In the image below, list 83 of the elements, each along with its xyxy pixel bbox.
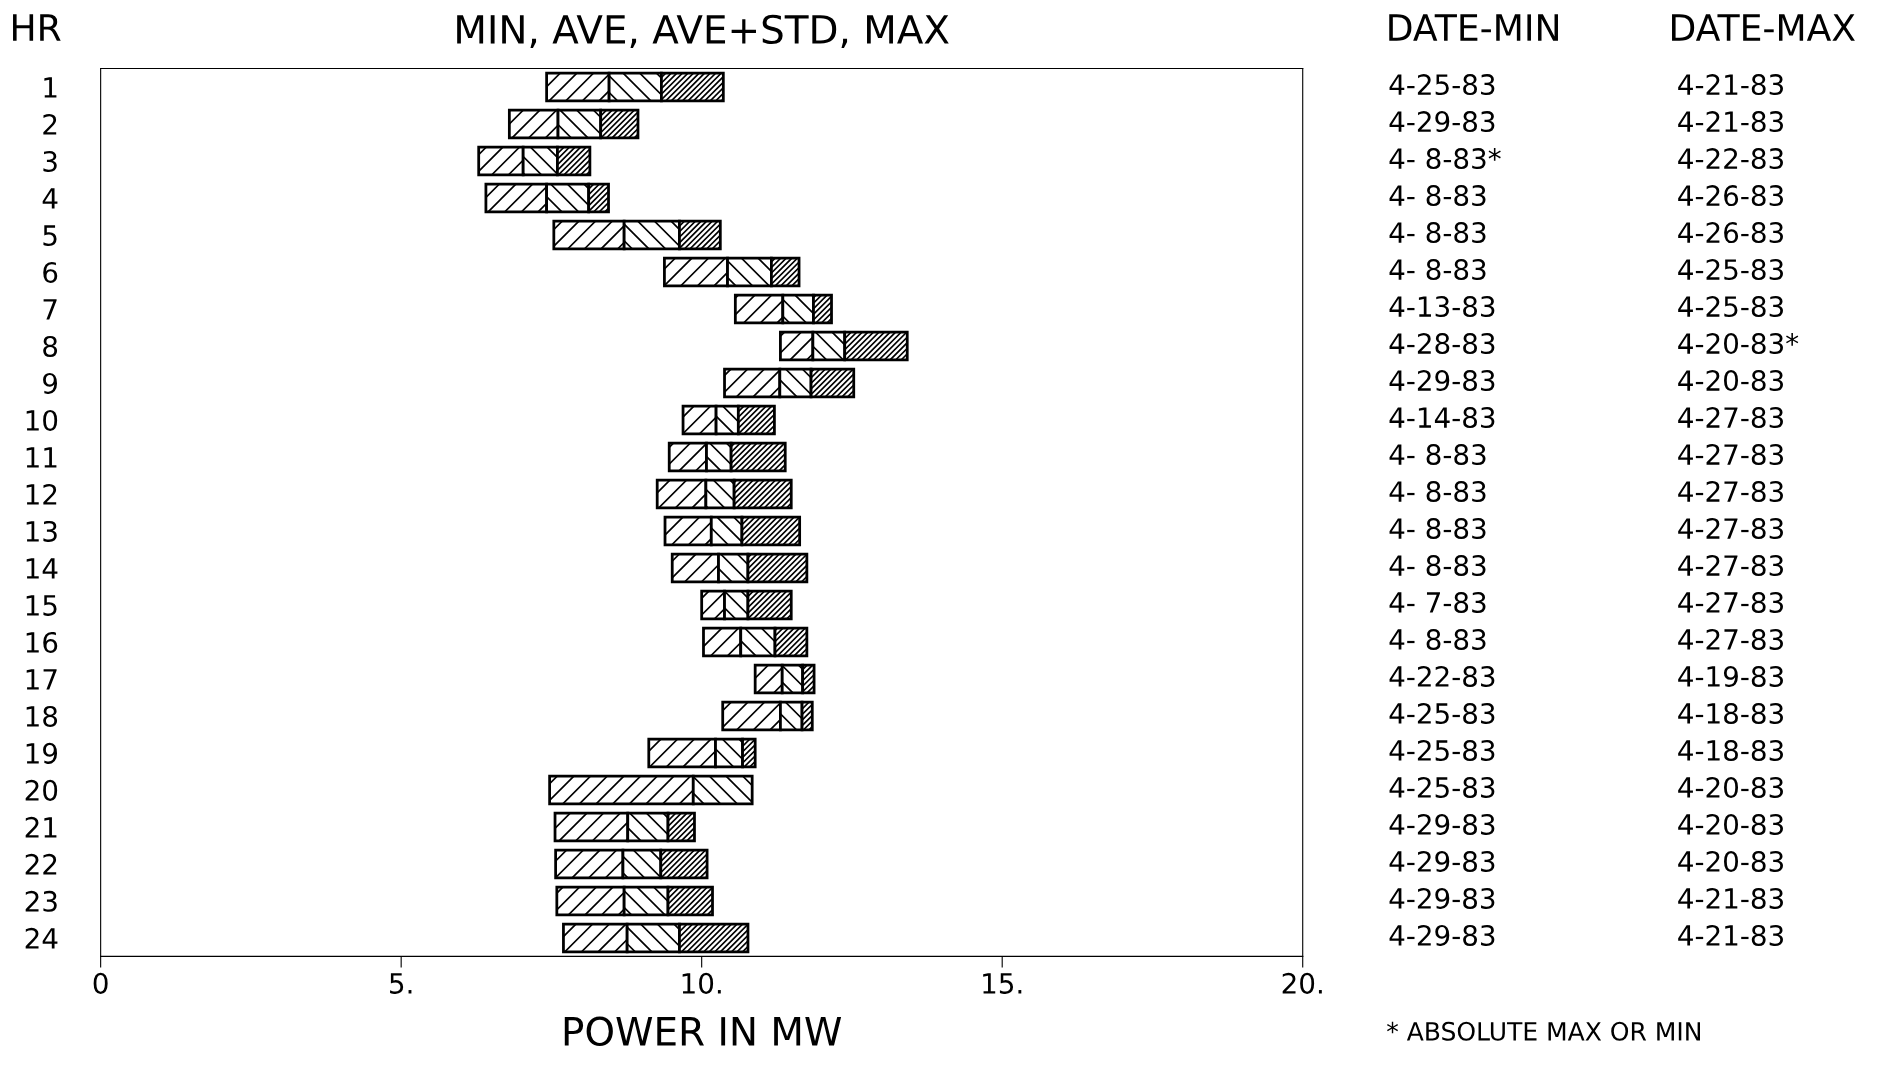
y-tick-label: 14 — [26, 558, 58, 579]
text: 4-29-83 — [1389, 370, 1495, 392]
text: 4-22-83 — [1389, 666, 1495, 688]
text: DATE-MAX — [1672, 14, 1855, 41]
x-tick-label: 0 — [93, 972, 108, 994]
x-axis-title: POWER IN MW — [564, 1016, 842, 1047]
text: 4- 8-83 — [1389, 518, 1486, 540]
text: * ABSOLUTE MAX OR MIN — [1387, 1021, 1700, 1041]
y-tick-label: 20 — [25, 779, 58, 801]
text: 4-29-83 — [1389, 111, 1495, 133]
text: 4-14-83 — [1389, 407, 1495, 429]
y-tick-label: 1 — [44, 77, 57, 98]
text: 4-21-83 — [1678, 887, 1783, 909]
y-tick-label: 12 — [26, 483, 57, 505]
y-tick-label: 22 — [25, 853, 57, 875]
text: 4-13-83 — [1389, 296, 1495, 318]
x-tick-label: 20. — [1282, 972, 1322, 994]
text: 4-25-83 — [1389, 776, 1495, 798]
text: 4- 8-83 — [1389, 185, 1486, 207]
text: 4-25-83 — [1389, 74, 1495, 96]
text: 4- 8-83 — [1389, 629, 1486, 651]
text: 4-27-83 — [1678, 555, 1783, 577]
text: 4-27-83 — [1678, 481, 1783, 503]
text: 4-20-83 — [1678, 850, 1783, 872]
text: 4- 8-83 — [1389, 444, 1486, 466]
y-tick-label: 2 — [43, 113, 57, 135]
text: 4-29-83 — [1389, 850, 1495, 872]
text: 4-25-83 — [1389, 739, 1495, 761]
x-tick-label: 10. — [682, 972, 721, 994]
y-tick-label: 21 — [25, 816, 57, 838]
text: 4-27-83 — [1678, 518, 1783, 540]
text: 4- 7-83 — [1389, 592, 1486, 614]
text: 4-20-83 — [1678, 370, 1783, 392]
text: 4- 8-83 — [1389, 222, 1486, 244]
text: 4-26-83 — [1678, 222, 1783, 244]
text: 4- 8-83* — [1389, 148, 1501, 170]
text: 4-25-83 — [1389, 702, 1495, 724]
text: 4- 8-83 — [1389, 555, 1486, 577]
text: 4-27-83 — [1678, 592, 1783, 614]
y-tick-label: 19 — [26, 742, 58, 764]
y-tick-label: 9 — [43, 372, 58, 394]
y-axis-title: HR — [13, 14, 61, 41]
text: 4-28-83 — [1389, 333, 1495, 355]
text: 4-27-83 — [1678, 629, 1783, 651]
text: 4- 8-83 — [1389, 481, 1486, 503]
text: 4-21-83 — [1678, 924, 1783, 946]
text: 4-21-83 — [1678, 74, 1783, 96]
text: 4-21-83 — [1678, 111, 1783, 133]
text: 4-29-83 — [1389, 813, 1495, 835]
text: 4-20-83 — [1678, 813, 1783, 835]
text: 4-19-83 — [1678, 666, 1783, 688]
text: 4-29-83 — [1389, 924, 1495, 946]
y-tick-label: 15 — [26, 595, 57, 616]
text: 4-25-83 — [1678, 259, 1783, 281]
y-tick-label: 13 — [26, 520, 57, 542]
chart-title: MIN, AVE, AVE+STD, MAX — [457, 14, 949, 49]
text: 4-29-83 — [1389, 887, 1495, 909]
y-tick-label: 23 — [25, 890, 57, 912]
text: DATE-MIN — [1389, 14, 1558, 41]
text: 4-27-83 — [1678, 444, 1783, 466]
text: 4-18-83 — [1678, 702, 1783, 724]
text: 4-18-83 — [1678, 739, 1783, 761]
y-tick-label: 3 — [43, 150, 57, 172]
text: 4-26-83 — [1678, 185, 1783, 207]
y-tick-label: 10 — [26, 409, 58, 431]
y-tick-label: 18 — [26, 705, 58, 727]
text: 4-22-83 — [1678, 148, 1783, 170]
y-tick-label: 5 — [43, 225, 57, 246]
y-tick-label: 6 — [43, 261, 58, 283]
y-tick-label: 7 — [43, 299, 57, 320]
text: 4-20-83* — [1678, 333, 1799, 355]
text: 4- 8-83 — [1389, 259, 1486, 281]
y-tick-label: 11 — [26, 447, 57, 468]
text: 4-27-83 — [1678, 407, 1783, 429]
x-tick-label: 5. — [390, 973, 412, 994]
y-tick-label: 8 — [43, 335, 58, 357]
y-tick-label: 17 — [26, 669, 57, 690]
text: 4-20-83 — [1678, 776, 1783, 798]
text: 4-25-83 — [1678, 296, 1783, 318]
y-tick-label: 16 — [26, 631, 58, 653]
y-tick-label: 4 — [42, 188, 58, 209]
x-tick-label: 15. — [983, 973, 1022, 994]
y-tick-label: 24 — [25, 927, 58, 949]
